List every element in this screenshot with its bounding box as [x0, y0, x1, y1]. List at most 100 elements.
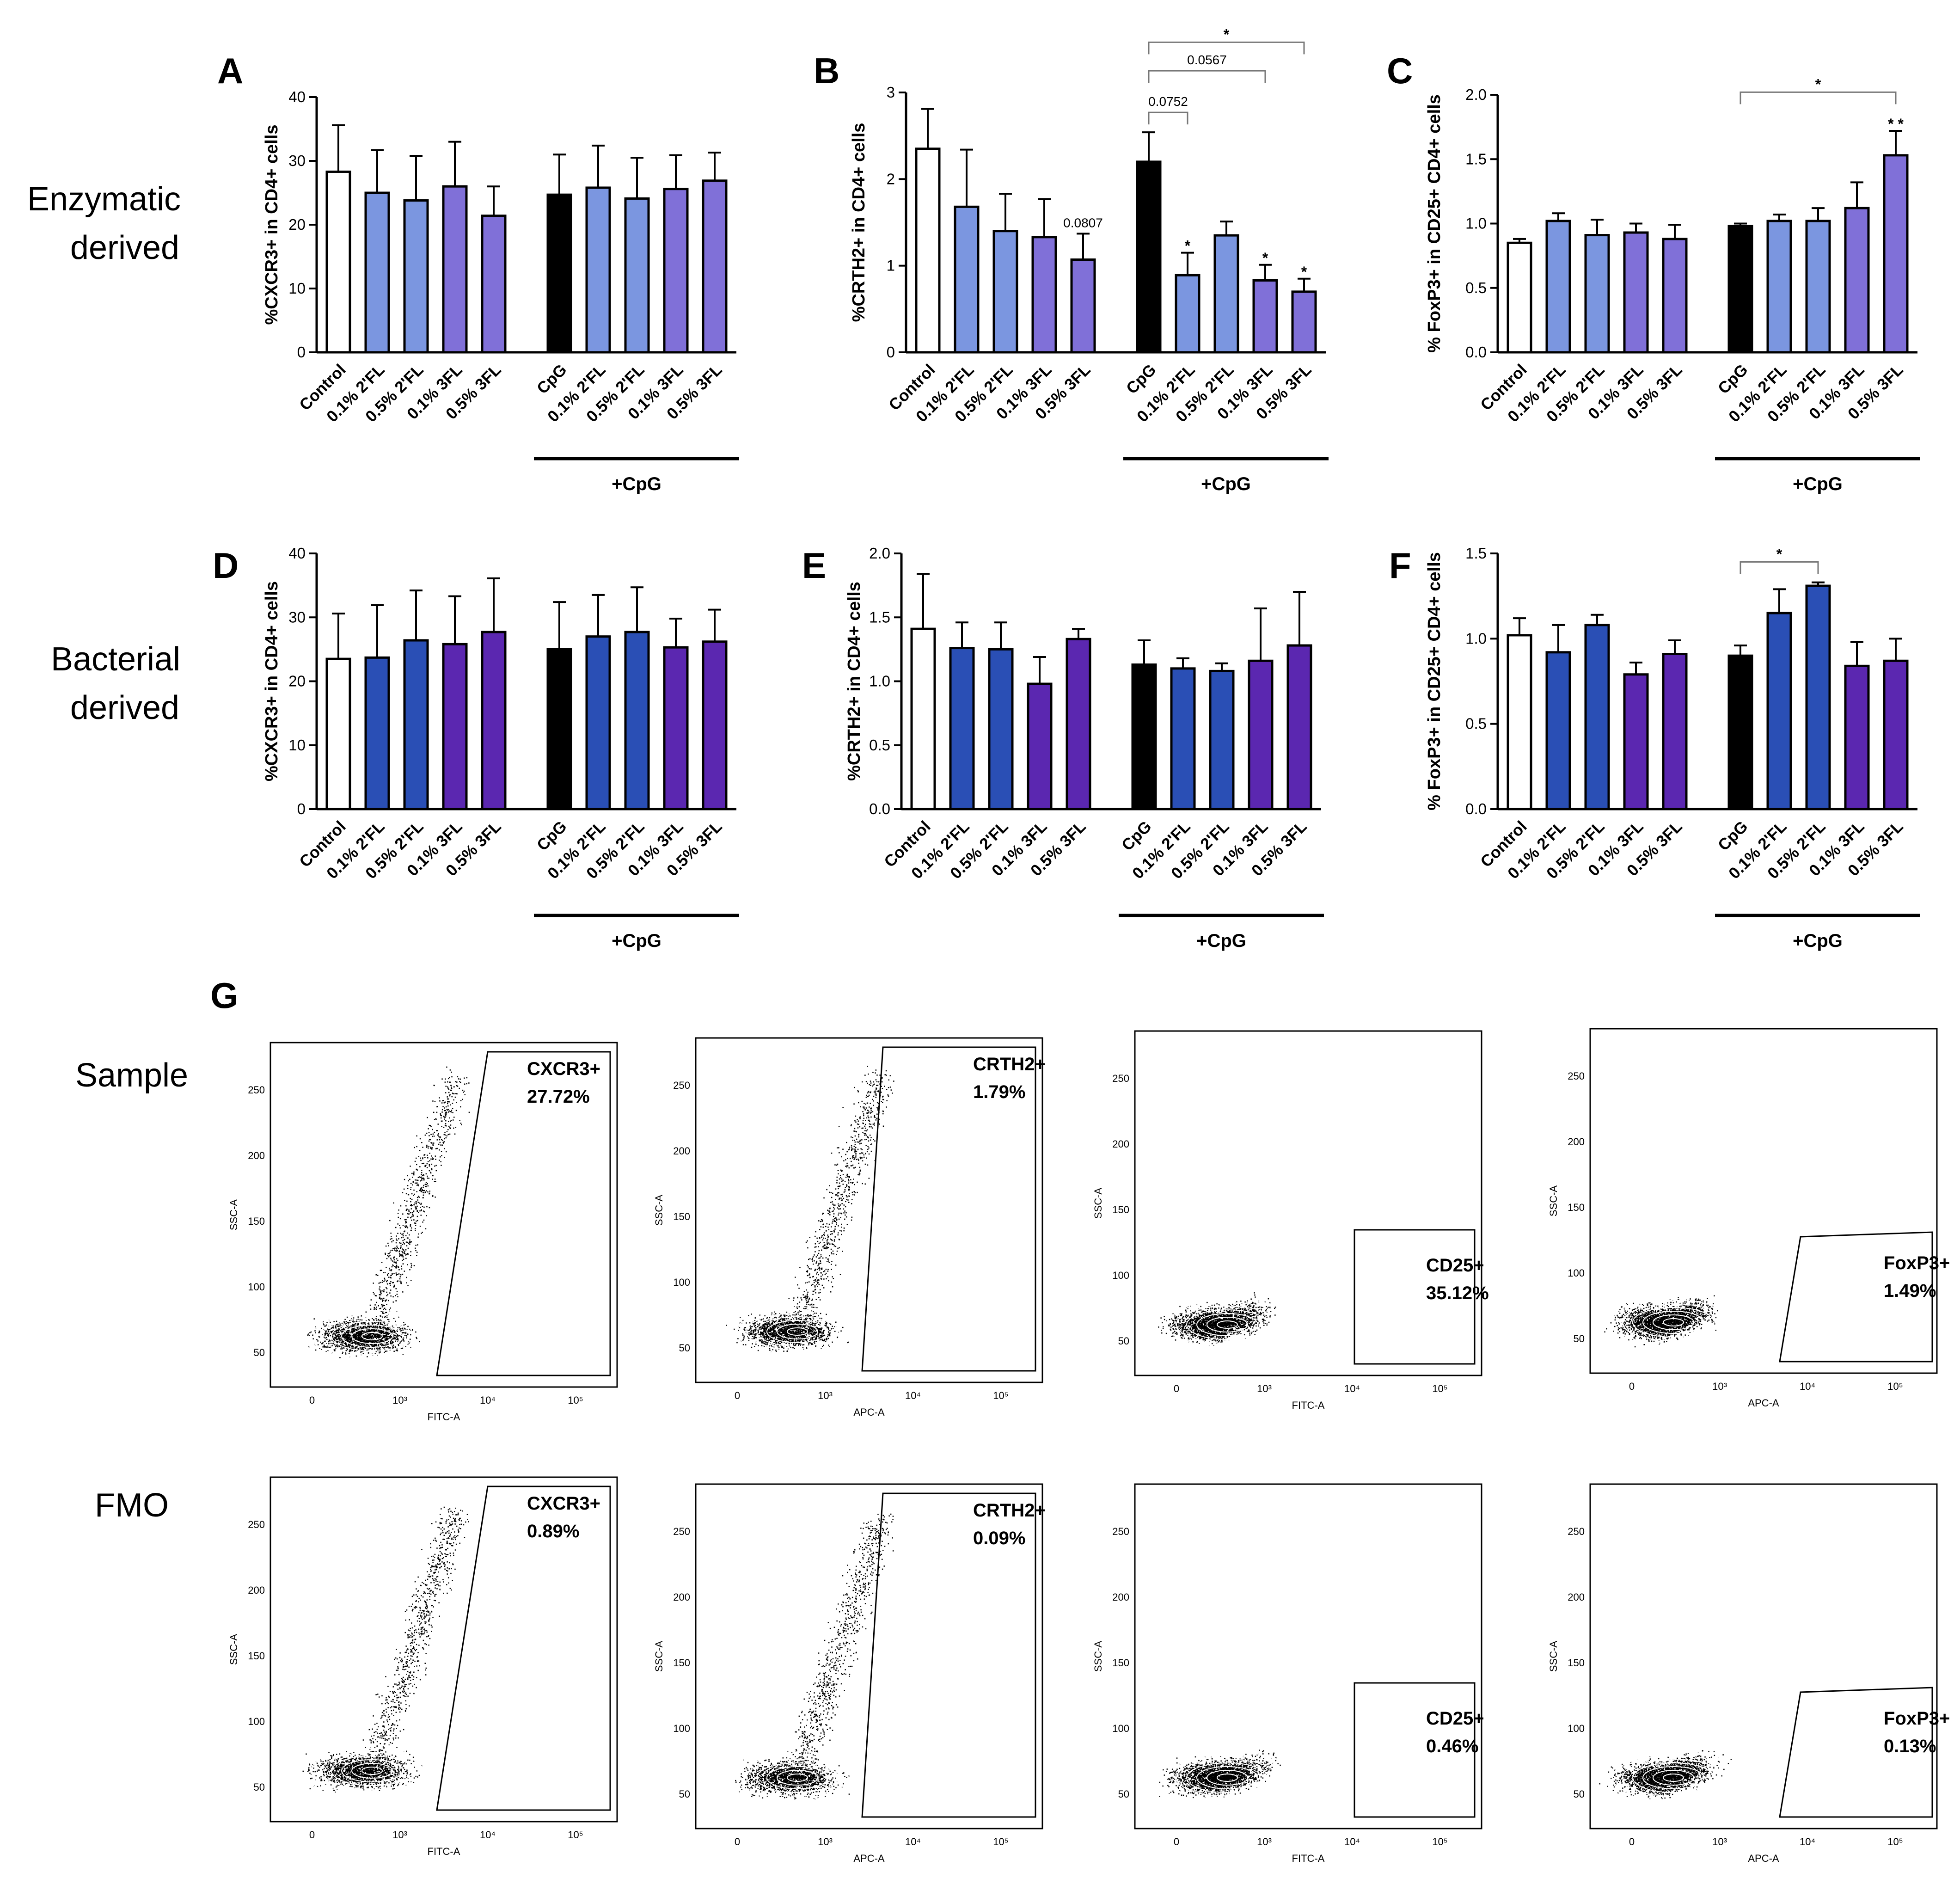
- cpg-group-label: +CpG: [612, 931, 662, 951]
- bar: [403, 199, 429, 354]
- flow-y-tick: 250: [1112, 1073, 1129, 1084]
- bar: [915, 147, 941, 354]
- flow-x-tick: 10³: [392, 1394, 407, 1406]
- y-tick-label: 30: [288, 152, 306, 169]
- bar: [1131, 663, 1157, 810]
- gate-marker-label: CRTH2+: [973, 1500, 1046, 1521]
- bar: [1248, 659, 1274, 810]
- y-tick-label: 40: [288, 88, 306, 105]
- bar-annotation: *: [1262, 250, 1268, 266]
- contour-line: [1622, 1303, 1725, 1341]
- y-tick-label: 0.0: [1465, 800, 1487, 817]
- gate: [861, 1046, 1036, 1372]
- bar: [1286, 644, 1312, 810]
- flow-y-tick: 50: [679, 1342, 690, 1354]
- flow-x-tick: 0: [1629, 1836, 1635, 1848]
- contour-line: [726, 1305, 869, 1358]
- flow-x-tick: 10⁵: [993, 1390, 1009, 1401]
- row-label-bacterial-2: derived: [70, 689, 179, 726]
- bar: [1844, 664, 1870, 810]
- bar: [949, 647, 975, 810]
- flow-x-tick: 10⁴: [1800, 1381, 1815, 1392]
- y-tick-label: 0.5: [1465, 715, 1487, 732]
- flow-y-tick: 100: [248, 1281, 265, 1293]
- flow-x-tick: 0: [1174, 1836, 1179, 1848]
- gate: [1779, 1231, 1933, 1363]
- flow-x-tick: 10⁵: [993, 1836, 1009, 1848]
- cpg-group-label: +CpG: [1201, 474, 1251, 494]
- panel-label-e: E: [802, 545, 826, 586]
- flow-y-tick: 100: [1568, 1723, 1585, 1734]
- y-tick-label: 1.5: [1465, 545, 1487, 562]
- flow-y-tick: 150: [248, 1650, 265, 1662]
- flow-y-tick: 250: [248, 1084, 265, 1096]
- panel-label-b: B: [814, 50, 839, 91]
- panel-label-g: G: [210, 975, 239, 1016]
- contour-line: [787, 1327, 808, 1336]
- flow-y-tick: 200: [248, 1584, 265, 1596]
- flow-x-tick: 10⁴: [1344, 1383, 1360, 1394]
- bar: [702, 179, 728, 354]
- flow-y-tick: 150: [673, 1657, 690, 1669]
- contour-line: [1166, 1755, 1289, 1800]
- contour-line: [1196, 1766, 1258, 1789]
- contour-line: [1186, 1762, 1268, 1793]
- bar: [992, 230, 1018, 354]
- contour-line: [1217, 1774, 1238, 1782]
- bar: [910, 627, 936, 810]
- flow-x-axis-label: FITC-A: [428, 1411, 460, 1423]
- y-tick-label: 2.0: [1465, 86, 1487, 103]
- flow-x-axis-label: FITC-A: [1292, 1400, 1325, 1411]
- bar: [1170, 667, 1196, 810]
- y-tick-label: 20: [288, 673, 306, 690]
- flow-x-tick: 10⁴: [905, 1836, 921, 1848]
- bar-annotation: *: [1301, 264, 1307, 280]
- bar: [1027, 682, 1053, 810]
- gate: [1354, 1682, 1476, 1818]
- contour-line: [331, 1321, 413, 1351]
- y-axis-title: %CXCR3+ in CD4+ cells: [262, 125, 282, 325]
- gate-percent-label: 0.89%: [527, 1521, 579, 1541]
- panel-f: F 0.0 0.5 1.0 1.5 % FoxP3+ in CD25+ CD4+ cell…: [1389, 545, 1920, 951]
- flow-x-tick: 10⁵: [568, 1829, 583, 1841]
- contour-line: [736, 1309, 859, 1354]
- flow-y-axis-label: SSC-A: [1092, 1641, 1104, 1672]
- contour-line: [1663, 1318, 1684, 1326]
- contour-line: [756, 1316, 839, 1347]
- plot-frame: [1134, 1030, 1482, 1376]
- y-tick-label: 3: [887, 84, 895, 101]
- bar: [364, 656, 390, 810]
- flow-plot-fmo-1: 50 100 150 200 250 0 10³ 10⁴ 10⁵ FITC-A SSC-A CXCR3…: [228, 1476, 618, 1857]
- y-tick-label: 10: [288, 280, 306, 297]
- bar: [1662, 653, 1688, 810]
- flow-x-tick: 10⁵: [568, 1394, 583, 1406]
- y-tick-label: 40: [288, 545, 306, 562]
- bracket-label: *: [1224, 26, 1230, 43]
- gate-percent-label: 1.49%: [1884, 1281, 1936, 1301]
- row-label-bacterial-1: Bacterial: [51, 641, 180, 678]
- flow-y-tick: 50: [254, 1347, 265, 1358]
- gate-marker-label: FoxP3+: [1884, 1708, 1950, 1729]
- bar: [1252, 279, 1278, 354]
- flow-y-tick: 150: [248, 1215, 265, 1227]
- event-dots: [726, 1066, 894, 1352]
- flow-y-tick: 150: [1568, 1202, 1585, 1213]
- contour-line: [341, 1759, 403, 1782]
- y-tick-label: 1.5: [1465, 150, 1487, 167]
- bar: [442, 185, 468, 354]
- bar: [585, 635, 611, 810]
- flow-x-tick: 10³: [1257, 1836, 1272, 1848]
- contour-line: [1217, 1320, 1238, 1329]
- flow-y-tick: 150: [1568, 1657, 1585, 1669]
- bracket-label: 0.0752: [1148, 94, 1188, 109]
- contour-line: [766, 1320, 828, 1343]
- flow-plot-sample-2: 50 100 150 200 250 0 10³ 10⁴ 10⁵ APC-A SSC-A CRTH2+…: [653, 1037, 1046, 1418]
- flow-plot-sample-4: 50 100 150 200 250 0 10³ 10⁴ 10⁵ APC-A SSC-A FoxP3+…: [1548, 1028, 1950, 1409]
- flow-x-tick: 10⁵: [1887, 1836, 1903, 1848]
- flow-plot-sample-1: 50 100 150 200 250 0 10³ 10⁴ 10⁵ FITC-A SSC-A CXCR3…: [228, 1042, 618, 1423]
- bar: [1291, 290, 1317, 354]
- y-tick-label: 0: [297, 344, 306, 361]
- contour-line: [1207, 1770, 1248, 1786]
- flow-y-tick: 100: [1112, 1270, 1129, 1281]
